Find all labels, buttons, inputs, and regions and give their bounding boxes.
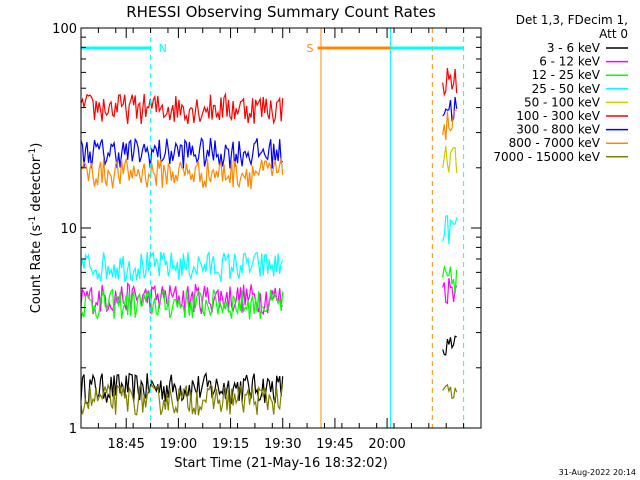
y-axis-label-end: ) [29, 143, 44, 148]
legend-entry-label-3: 25 - 50 keV [532, 82, 601, 96]
x-tick-label-1: 19:00 [160, 437, 197, 452]
series-8-segment-0 [80, 382, 284, 416]
legend-entry-label-7: 800 - 7000 keV [509, 136, 601, 150]
legend-header-line-1: Det 1,3, FDecim 1, [516, 13, 628, 27]
series-7-segment-0 [80, 158, 284, 190]
chart-title: RHESSI Observing Summary Count Rates [126, 3, 436, 21]
series-3-segment-1 [442, 215, 458, 245]
y-axis-label-sup1: -1 [28, 216, 38, 225]
x-tick-label-0: 18:45 [107, 437, 144, 452]
series-3-segment-0 [80, 250, 284, 283]
series-5-segment-1 [442, 67, 458, 98]
x-tick-label-3: 19:30 [264, 437, 301, 452]
series-7-segment-1 [442, 109, 457, 141]
series-0-segment-1 [442, 335, 457, 356]
footer-date: 31-Aug-2022 20:14 [559, 468, 636, 477]
annotation-label-0: N [159, 42, 167, 55]
y-tick-label-2: 100 [52, 22, 77, 37]
x-tick-label-4: 19:45 [316, 437, 353, 452]
series-6-segment-0 [80, 136, 284, 169]
x-axis-label: Start Time (21-May-16 18:32:02) [174, 456, 388, 471]
y-axis-label-mid: detector [29, 156, 44, 216]
series-2-segment-1 [442, 264, 458, 295]
legend-entry-label-4: 50 - 100 keV [524, 95, 601, 109]
series-0-segment-0 [80, 371, 284, 405]
legend-header-line-2: Att 0 [599, 27, 628, 41]
series-6-segment-1 [442, 96, 458, 122]
series-4-segment-0 [442, 145, 458, 174]
legend-entry-label-8: 7000 - 15000 keV [493, 150, 600, 164]
y-axis-label-sup2: -1 [28, 148, 38, 157]
series-1-segment-1 [442, 278, 458, 305]
legend-entry-label-6: 300 - 800 keV [516, 123, 600, 137]
legend-entry-label-2: 12 - 25 keV [532, 68, 601, 82]
legend-entry-label-5: 100 - 300 keV [516, 109, 600, 123]
series-5-segment-0 [80, 92, 284, 125]
y-axis-label-main: Count Rate (s [29, 225, 44, 314]
legend-entry-label-0: 3 - 6 keV [547, 41, 601, 55]
series-2-segment-0 [80, 288, 284, 320]
series-8-segment-1 [442, 383, 458, 400]
x-tick-label-2: 19:15 [212, 437, 249, 452]
y-tick-label-1: 10 [60, 222, 77, 237]
y-axis-label: Count Rate (s-1 detector-1) [28, 143, 44, 314]
y-tick-label-0: 1 [69, 422, 77, 437]
legend-entry-label-1: 6 - 12 keV [539, 55, 601, 69]
series-1-segment-0 [80, 281, 284, 316]
x-tick-label-5: 20:00 [368, 437, 405, 452]
annotation-label-1: S [307, 42, 314, 55]
